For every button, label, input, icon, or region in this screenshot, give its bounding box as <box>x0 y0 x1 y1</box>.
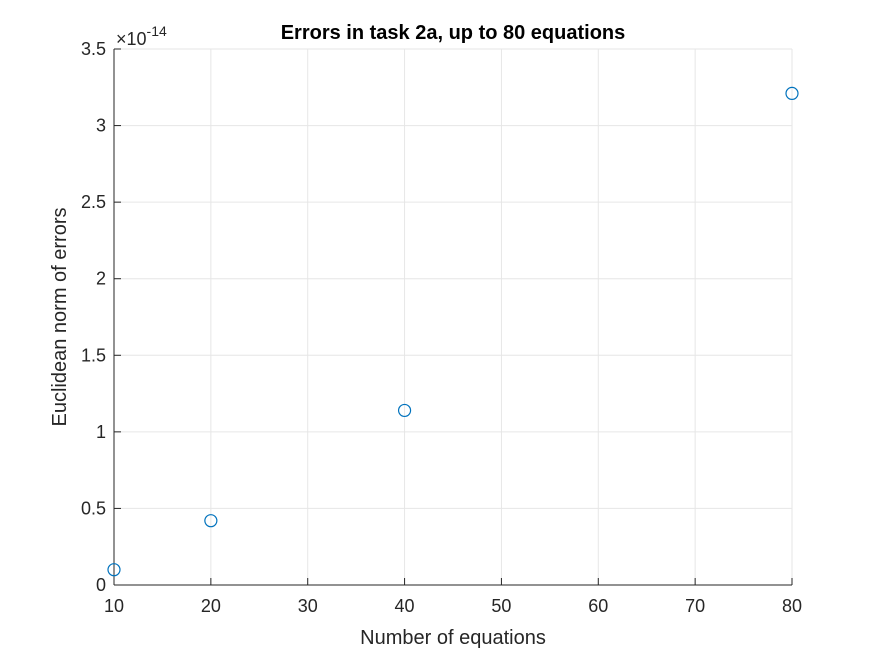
y-exponent-label: ×10-14 <box>116 23 167 49</box>
data-point <box>107 563 121 577</box>
x-ticks: 10 20 30 40 50 60 70 80 <box>104 578 802 616</box>
data-point <box>204 514 218 528</box>
y-tick-label: 0.5 <box>81 498 106 518</box>
y-tick-label: 1 <box>96 422 106 442</box>
y-ticks: 0 0.5 1 1.5 2 2.5 3 3.5 <box>81 39 121 595</box>
chart-title: Errors in task 2a, up to 80 equations <box>281 22 626 44</box>
y-tick-label: 2 <box>96 269 106 289</box>
x-tick-label: 80 <box>782 596 802 616</box>
x-tick-label: 30 <box>298 596 318 616</box>
y-exponent-base: ×10 <box>116 29 147 49</box>
y-exponent-power: -14 <box>147 23 167 39</box>
x-tick-label: 60 <box>588 596 608 616</box>
y-axis-label: Euclidean norm of errors <box>49 208 71 427</box>
data-point <box>785 86 799 101</box>
data-markers <box>107 86 799 577</box>
y-tick-label: 3.5 <box>81 39 106 59</box>
x-tick-label: 50 <box>491 596 511 616</box>
y-tick-label: 2.5 <box>81 192 106 212</box>
x-tick-label: 70 <box>685 596 705 616</box>
y-tick-label: 1.5 <box>81 345 106 365</box>
x-tick-label: 20 <box>201 596 221 616</box>
x-tick-label: 10 <box>104 596 124 616</box>
data-point <box>397 403 412 418</box>
y-tick-label: 3 <box>96 116 106 136</box>
y-tick-label: 0 <box>96 575 106 595</box>
x-axis-label: Number of equations <box>360 627 546 649</box>
x-tick-label: 40 <box>395 596 415 616</box>
plot-area <box>114 49 792 585</box>
axes <box>113 49 792 586</box>
